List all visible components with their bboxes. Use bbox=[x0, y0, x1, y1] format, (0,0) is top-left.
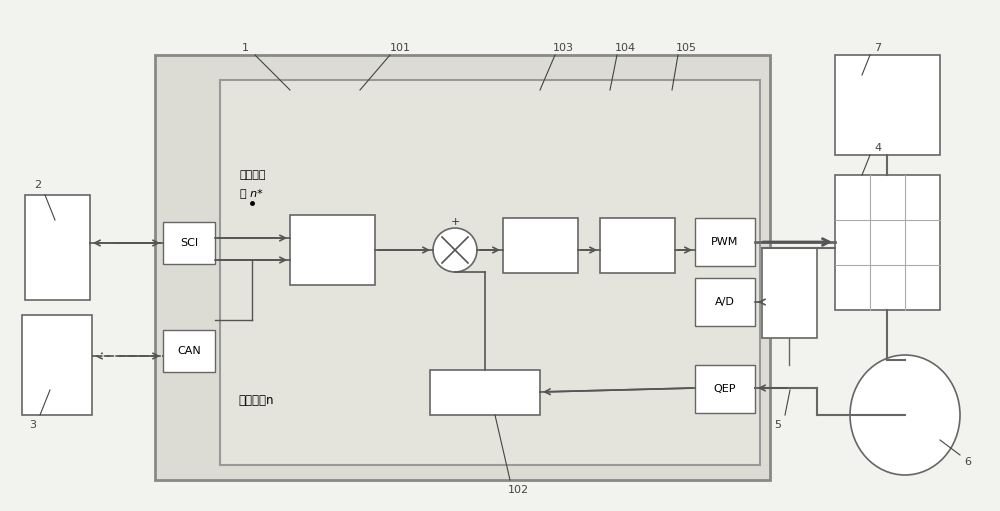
Text: 7: 7 bbox=[874, 43, 882, 53]
Text: QEP: QEP bbox=[714, 384, 736, 394]
Bar bbox=[25, 195, 90, 300]
Text: +: + bbox=[450, 217, 460, 227]
Text: 2: 2 bbox=[34, 180, 42, 190]
Bar bbox=[163, 330, 215, 372]
Text: PWM: PWM bbox=[711, 237, 739, 247]
Text: 1: 1 bbox=[242, 43, 248, 53]
Text: CAN: CAN bbox=[177, 346, 201, 356]
Text: 5: 5 bbox=[774, 420, 782, 430]
Bar bbox=[695, 365, 755, 413]
Text: 104: 104 bbox=[614, 43, 636, 53]
Circle shape bbox=[433, 228, 477, 272]
Bar bbox=[762, 248, 817, 338]
Bar bbox=[430, 370, 540, 415]
Bar bbox=[290, 215, 375, 285]
Text: 105: 105 bbox=[676, 43, 696, 53]
Text: 4: 4 bbox=[874, 143, 882, 153]
Bar bbox=[835, 175, 940, 310]
Bar bbox=[220, 80, 760, 465]
Bar bbox=[600, 218, 675, 273]
Bar bbox=[163, 222, 215, 264]
Text: 101: 101 bbox=[390, 43, 411, 53]
Text: 电机转速n: 电机转速n bbox=[238, 393, 274, 406]
Text: A/D: A/D bbox=[715, 297, 735, 307]
Text: 102: 102 bbox=[507, 485, 529, 495]
Bar bbox=[503, 218, 578, 273]
Ellipse shape bbox=[850, 355, 960, 475]
Text: 速 n*: 速 n* bbox=[240, 188, 263, 198]
Text: 103: 103 bbox=[552, 43, 574, 53]
Bar bbox=[695, 278, 755, 326]
Bar bbox=[695, 218, 755, 266]
Bar bbox=[155, 55, 770, 480]
Bar bbox=[22, 315, 92, 415]
Text: SCI: SCI bbox=[180, 238, 198, 248]
Text: 3: 3 bbox=[30, 420, 36, 430]
Bar bbox=[835, 55, 940, 155]
Text: −: − bbox=[480, 244, 490, 257]
Text: 6: 6 bbox=[964, 457, 972, 467]
Text: 参考转速: 参考转速 bbox=[240, 170, 266, 180]
